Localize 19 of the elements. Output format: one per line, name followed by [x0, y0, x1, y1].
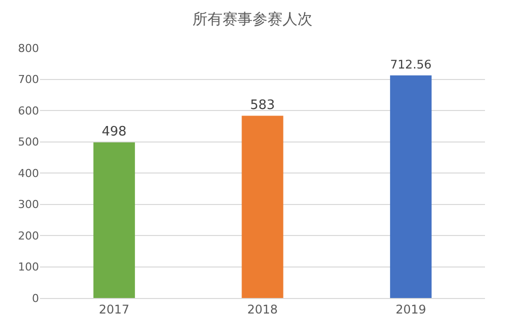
- y-tick-label: 700: [18, 73, 39, 86]
- bar: [93, 142, 135, 298]
- y-tick-label: 0: [32, 292, 39, 305]
- y-tick-label: 500: [18, 136, 39, 149]
- bar: [390, 75, 432, 298]
- data-label: 498: [102, 124, 127, 140]
- data-label: 712.56: [390, 58, 432, 72]
- bar: [242, 116, 284, 298]
- chart-title: 所有赛事参赛人次: [192, 10, 312, 28]
- y-tick-label: 100: [18, 260, 39, 274]
- y-tick-label: 800: [18, 42, 39, 55]
- y-tick-label: 300: [18, 198, 39, 212]
- x-tick-label: 2018: [247, 302, 278, 316]
- y-tick-label: 200: [18, 229, 39, 242]
- x-tick-label: 2017: [98, 302, 130, 316]
- x-tick-label: 2019: [396, 302, 426, 316]
- y-tick-label: 400: [18, 166, 39, 180]
- data-label: 583: [250, 98, 275, 113]
- y-tick-label: 600: [18, 104, 39, 118]
